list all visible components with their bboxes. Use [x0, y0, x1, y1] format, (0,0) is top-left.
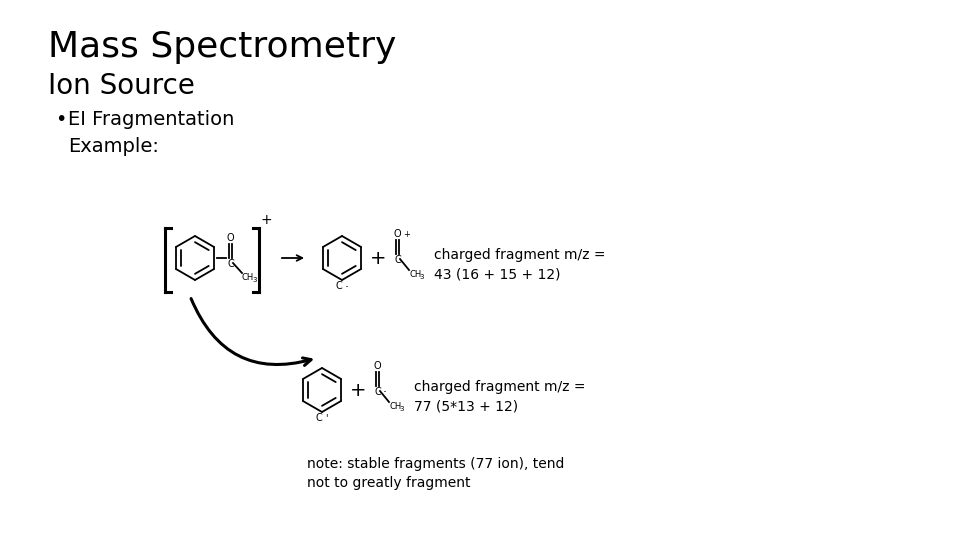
Text: O: O: [373, 361, 381, 371]
Text: +: +: [349, 381, 367, 400]
Text: ·: ·: [345, 281, 349, 294]
Text: C: C: [228, 259, 234, 269]
Text: •: •: [55, 110, 66, 129]
Text: note: stable fragments (77 ion), tend
not to greatly fragment: note: stable fragments (77 ion), tend no…: [307, 457, 564, 490]
Text: +: +: [403, 230, 410, 239]
Text: C: C: [374, 387, 381, 397]
Text: Mass Spectrometry: Mass Spectrometry: [48, 30, 396, 64]
Text: ·: ·: [383, 386, 387, 399]
Text: O: O: [394, 229, 401, 239]
Text: charged fragment m/z =
43 (16 + 15 + 12): charged fragment m/z = 43 (16 + 15 + 12): [434, 248, 606, 281]
Text: C: C: [395, 255, 401, 265]
Text: EI Fragmentation
Example:: EI Fragmentation Example:: [68, 110, 234, 156]
Text: ': ': [325, 413, 327, 423]
Text: O: O: [227, 233, 234, 243]
Text: CH: CH: [409, 270, 421, 279]
Text: CH: CH: [389, 402, 401, 411]
Text: 3: 3: [419, 274, 423, 280]
Text: 3: 3: [399, 406, 403, 412]
FancyArrowPatch shape: [191, 299, 311, 366]
Text: Ion Source: Ion Source: [48, 72, 195, 100]
Text: C: C: [336, 281, 343, 291]
Text: charged fragment m/z =
77 (5*13 + 12): charged fragment m/z = 77 (5*13 + 12): [414, 380, 586, 414]
Text: +: +: [261, 213, 273, 227]
Text: 3: 3: [252, 277, 256, 283]
Text: C: C: [316, 413, 323, 423]
Text: +: +: [370, 248, 386, 267]
Text: CH: CH: [242, 273, 254, 282]
